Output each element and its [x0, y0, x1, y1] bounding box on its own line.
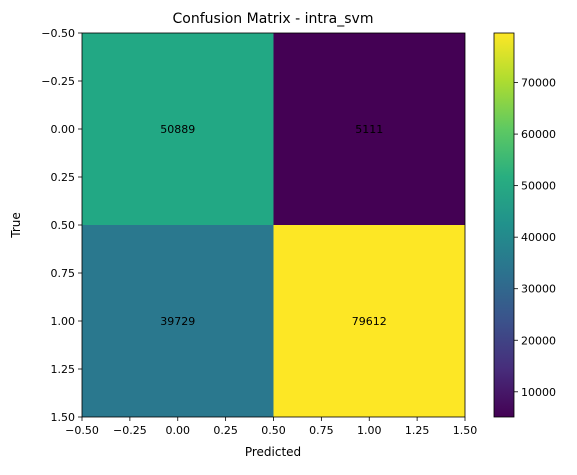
- y-tick-label: 1.00: [51, 315, 76, 328]
- cell-label-0-0: 50889: [160, 123, 195, 136]
- x-tick-label: −0.50: [65, 424, 99, 437]
- y-axis-ticks: −0.50 −0.25 0.00 0.25 0.50 0.75 1.00 1.25 1.50: [41, 27, 82, 424]
- colorbar-tick-label: 30000: [521, 283, 556, 296]
- x-tick-label: 1.00: [357, 424, 382, 437]
- colorbar-tick-label: 60000: [521, 128, 556, 141]
- x-tick-label: −0.25: [113, 424, 147, 437]
- cell-label-0-1: 5111: [355, 123, 383, 136]
- x-tick-label: 1.50: [453, 424, 478, 437]
- y-tick-label: 0.50: [51, 219, 76, 232]
- colorbar-tick-label: 70000: [521, 77, 556, 90]
- colorbar-tick-label: 10000: [521, 386, 556, 399]
- cell-label-1-0: 39729: [160, 315, 195, 328]
- colorbar-tick-label: 50000: [521, 180, 556, 193]
- x-tick-label: 0.00: [166, 424, 191, 437]
- x-tick-label: 0.75: [309, 424, 334, 437]
- y-tick-label: 0.25: [51, 171, 76, 184]
- colorbar-tick-label: 20000: [521, 334, 556, 347]
- y-tick-label: 1.50: [51, 411, 76, 424]
- x-tick-label: 0.50: [261, 424, 286, 437]
- x-axis-label: Predicted: [245, 445, 301, 459]
- x-tick-label: 1.25: [405, 424, 430, 437]
- y-axis-label: True: [9, 212, 23, 239]
- y-tick-label: 0.00: [51, 123, 76, 136]
- y-tick-label: −0.25: [41, 75, 75, 88]
- colorbar-ticks: 10000 20000 30000 40000 50000 60000 70000: [514, 77, 556, 399]
- heatmap-cells: [82, 33, 465, 417]
- chart-title: Confusion Matrix - intra_svm: [173, 11, 374, 27]
- colorbar: [494, 33, 514, 417]
- x-axis-ticks: −0.50 −0.25 0.00 0.25 0.50 0.75 1.00 1.25 1.50: [65, 417, 477, 437]
- y-tick-label: 1.25: [51, 363, 76, 376]
- colorbar-tick-label: 40000: [521, 231, 556, 244]
- cell-label-1-1: 79612: [352, 315, 387, 328]
- x-tick-label: 0.25: [213, 424, 238, 437]
- y-tick-label: 0.75: [51, 267, 76, 280]
- y-tick-label: −0.50: [41, 27, 75, 40]
